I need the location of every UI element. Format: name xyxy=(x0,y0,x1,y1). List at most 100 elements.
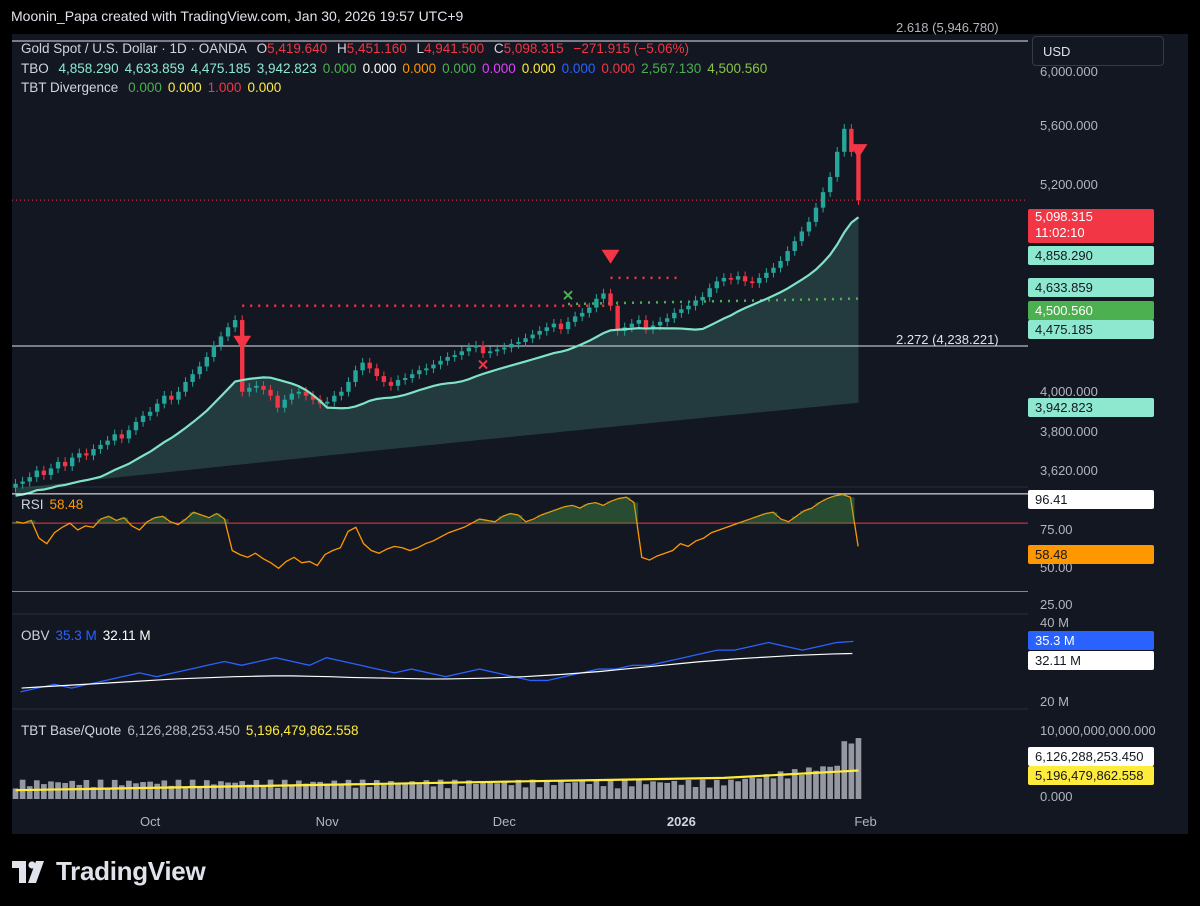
tbt-bar xyxy=(501,780,508,799)
high-value: 5,451.160 xyxy=(346,41,407,56)
price-tick-5: 3,620.000 xyxy=(1040,462,1098,478)
candle-body xyxy=(480,345,486,354)
candle-body xyxy=(424,368,429,371)
tbo-value-4: 0.000 xyxy=(322,61,357,76)
tbo-value-12: 2,567.130 xyxy=(641,61,702,76)
chart-canvas[interactable] xyxy=(12,34,1188,834)
last-price-text: 5,098.315 xyxy=(1035,209,1093,224)
tbt-bar xyxy=(218,781,224,799)
obv-tick-20: 20 M xyxy=(1040,694,1069,709)
candle-body xyxy=(827,176,833,193)
price-tick-3: 4,000.000 xyxy=(1040,383,1098,399)
tbt-bar xyxy=(296,780,302,799)
candle-body xyxy=(565,321,571,330)
candle-body xyxy=(700,296,705,301)
candle-body xyxy=(473,345,479,348)
candle-body xyxy=(417,370,422,375)
chart-area[interactable]: Gold Spot / U.S. Dollar · 1D · OANDA O5,… xyxy=(12,20,1188,834)
tbt-bar xyxy=(536,787,543,799)
tbt-bar xyxy=(267,779,274,799)
candle-body xyxy=(742,276,748,282)
tbt-bar xyxy=(706,787,713,799)
tbt-bar xyxy=(841,741,848,799)
rsi-value: 58.48 xyxy=(49,497,84,512)
tbo-value-1: 4,633.859 xyxy=(124,61,185,76)
candle-body xyxy=(303,391,309,396)
candle-body xyxy=(792,241,797,252)
tbt-bar xyxy=(310,781,316,799)
time-label-nov: Nov xyxy=(315,814,339,829)
tbt-bar xyxy=(225,782,231,799)
close-value: 5,098.315 xyxy=(503,41,564,56)
tbt-bar xyxy=(777,771,784,799)
candle-body xyxy=(601,293,606,299)
tbt-bar xyxy=(260,786,267,799)
obv-value: 35.3 M xyxy=(55,628,97,643)
tbt-bar xyxy=(685,780,692,799)
tbt-bar xyxy=(373,780,380,799)
tbt-bar xyxy=(416,784,423,799)
bearish-signal-triangle-2 xyxy=(849,144,868,159)
candle-body xyxy=(438,360,443,365)
tbt-bar xyxy=(409,781,416,799)
tbt-bar xyxy=(664,782,671,799)
candle-body xyxy=(282,399,287,408)
divergence-name: TBT Divergence xyxy=(21,80,119,95)
candle-body xyxy=(487,351,493,354)
rsi-line xyxy=(15,493,859,570)
tbt-bar xyxy=(713,779,720,799)
tbt-bar xyxy=(161,780,168,799)
candle-body xyxy=(594,298,599,308)
candle-body xyxy=(325,401,330,404)
tbo-value-8: 0.000 xyxy=(481,61,516,76)
candle-body xyxy=(693,300,698,306)
candle-body xyxy=(133,421,139,431)
candle-body xyxy=(367,362,372,369)
tbt-bar xyxy=(628,786,635,799)
candle-body xyxy=(636,320,642,324)
candle-body xyxy=(856,151,861,201)
tbt-bar xyxy=(650,781,656,799)
candle-body xyxy=(608,293,613,306)
candle-body xyxy=(757,277,762,284)
candle-body xyxy=(806,221,812,232)
obv-signal-line xyxy=(21,652,853,689)
candle-body xyxy=(13,483,18,488)
candle-body xyxy=(764,272,769,278)
candle-body xyxy=(211,345,217,357)
symbol-title: Gold Spot / U.S. Dollar · 1D · OANDA xyxy=(21,41,247,56)
rsi-overbought-fill xyxy=(12,494,855,524)
tbt-bar xyxy=(317,781,323,799)
low-value: 4,941.500 xyxy=(424,41,485,56)
candle-body xyxy=(176,391,181,400)
tbt-ma-line xyxy=(15,769,859,792)
tbt-bar xyxy=(90,787,97,799)
tbt-bar xyxy=(154,783,161,799)
tbo-value-11: 0.000 xyxy=(601,61,636,76)
tbt-bar xyxy=(458,785,465,799)
tradingview-logo[interactable]: TradingView xyxy=(12,856,206,887)
rsi-name: RSI xyxy=(21,497,44,512)
tbo-value-5: 0.000 xyxy=(362,61,397,76)
main-legend: Gold Spot / U.S. Dollar · 1D · OANDA O5,… xyxy=(21,41,690,56)
tbt-tick-zero: 0.000 xyxy=(1040,789,1073,804)
candle-body xyxy=(410,374,415,379)
currency-button[interactable]: USD xyxy=(1032,36,1164,66)
tbt-bar xyxy=(607,779,614,799)
tbt-bar xyxy=(494,783,501,799)
candle-body xyxy=(544,327,549,331)
rsi-legend: RSI 58.48 xyxy=(21,497,89,512)
price-tick-1: 5,600.000 xyxy=(1040,117,1098,133)
tbt-bar xyxy=(12,788,19,799)
candle-body xyxy=(197,366,202,375)
tbt-bar xyxy=(395,782,401,799)
candle-body xyxy=(289,393,294,400)
candle-body xyxy=(20,481,25,484)
tbt-bar xyxy=(579,781,586,799)
tbt-bar xyxy=(104,787,111,799)
candle-body xyxy=(48,468,54,475)
candle-body xyxy=(580,312,585,317)
candle-body xyxy=(537,330,542,335)
rsi-tick-75: 75.00 xyxy=(1040,522,1073,537)
tbt-bar xyxy=(451,779,458,799)
